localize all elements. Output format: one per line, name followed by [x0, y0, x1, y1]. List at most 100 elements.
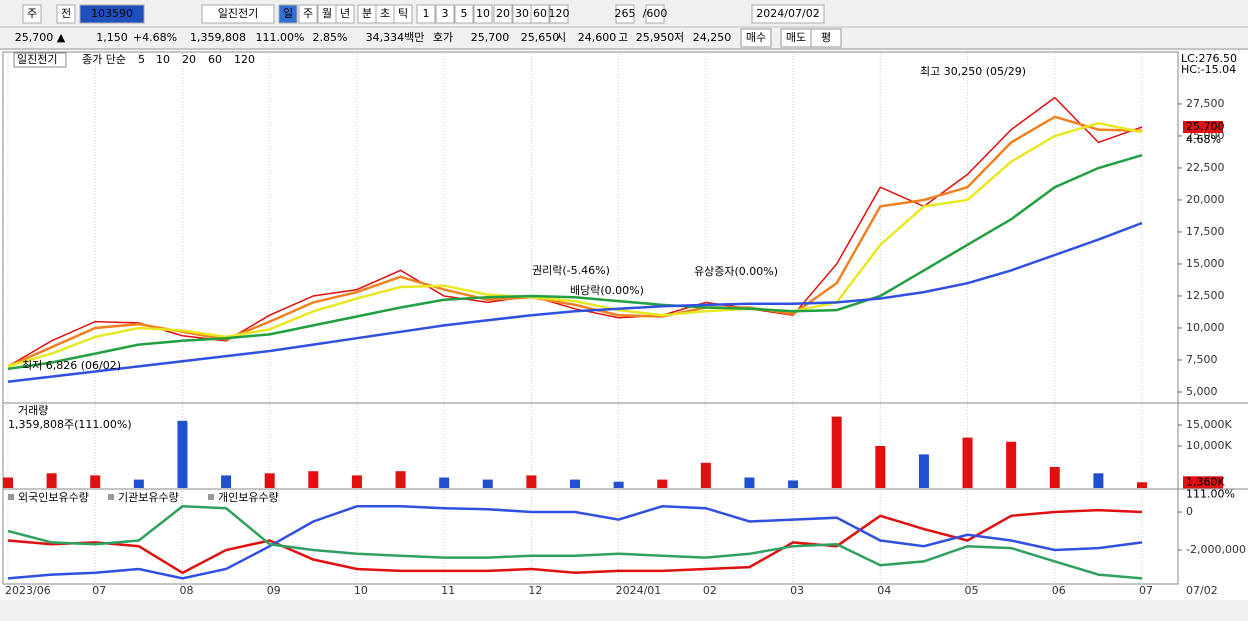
- order-button[interactable]: [810, 28, 842, 48]
- scrollbar[interactable]: [0, 600, 1248, 621]
- button[interactable]: [335, 4, 355, 24]
- button[interactable]: [493, 4, 513, 24]
- legend-entry: 5: [138, 53, 145, 66]
- quote-text[interactable]: 매도: [786, 31, 806, 44]
- volume-bar: [46, 473, 57, 488]
- x-tick-label: 03: [790, 584, 804, 597]
- button[interactable]: [393, 4, 413, 24]
- volume-bar: [613, 481, 624, 488]
- button[interactable]: [549, 4, 569, 24]
- button[interactable]: [416, 4, 436, 24]
- button[interactable]: [201, 4, 275, 24]
- quote-text[interactable]: 평: [821, 31, 831, 44]
- legend-swatch: [8, 494, 14, 500]
- volume-tag: [1183, 476, 1223, 489]
- legend-title: 종가 단순: [82, 53, 126, 66]
- volume-bar: [439, 477, 450, 488]
- y-tick-label: 12,500: [1186, 289, 1225, 302]
- button[interactable]: [473, 4, 493, 24]
- button[interactable]: [298, 4, 318, 24]
- y-tick-label: 20,000: [1186, 193, 1225, 206]
- button[interactable]: [645, 4, 665, 24]
- volume-bar: [395, 471, 406, 488]
- toolbar-text[interactable]: 60: [533, 7, 547, 20]
- legend-entry: 개인보유수량: [218, 491, 279, 504]
- volume-bar: [570, 479, 580, 488]
- toolbar-text[interactable]: 일: [283, 6, 293, 20]
- y-tick-label: 0: [1186, 505, 1193, 518]
- toolbar-text[interactable]: 30: [515, 7, 529, 20]
- volume-bar: [700, 462, 711, 488]
- toolbar-text[interactable]: 월: [322, 7, 332, 20]
- legend-entry: 기관보유수량: [118, 491, 179, 504]
- order-button[interactable]: [740, 28, 772, 48]
- volume-bar: [1093, 473, 1104, 488]
- y-tick-label: 22,500: [1186, 161, 1225, 174]
- button[interactable]: [615, 4, 635, 24]
- x-tick-label: 12: [528, 584, 542, 597]
- legend-entry: 60: [208, 53, 222, 66]
- x-tick-label: 07: [92, 584, 106, 597]
- toolbar-text[interactable]: 틱: [398, 7, 408, 20]
- toolbar-text[interactable]: 주: [303, 7, 313, 20]
- x-tick-label: 11: [441, 584, 455, 597]
- button[interactable]: [454, 4, 474, 24]
- price-tag: [1183, 120, 1223, 133]
- x-tick-label: 2023/06: [5, 584, 51, 597]
- y-tick-label: 15,000K: [1186, 418, 1232, 431]
- panel-title: 거래량: [18, 404, 48, 417]
- volume-bar: [482, 479, 493, 488]
- toolbar-text[interactable]: 3: [442, 7, 449, 20]
- series-line: [7, 121, 1143, 368]
- button[interactable]: [79, 4, 145, 24]
- toolbar-text[interactable]: 일진전기: [218, 6, 258, 20]
- quote-text: 25,700 ▲: [15, 31, 66, 44]
- volume-bar: [351, 475, 362, 488]
- toolbar-text[interactable]: 20: [496, 7, 510, 20]
- volume-bar: [744, 477, 755, 488]
- toolbar-text[interactable]: 120: [549, 7, 570, 20]
- quote-text: 고: [618, 31, 628, 44]
- y-tick-label: 17,500: [1186, 225, 1225, 238]
- volume-bar: [133, 479, 144, 488]
- series-line: [7, 96, 1143, 368]
- button[interactable]: [530, 4, 550, 24]
- toolbar-text[interactable]: 10: [476, 7, 490, 20]
- toolbar-text[interactable]: 년: [340, 7, 350, 20]
- price-tag-label: 25,700: [1186, 120, 1225, 133]
- toolbar-text[interactable]: 1: [423, 7, 430, 20]
- y-tick-label: -2,000,000: [1186, 543, 1246, 556]
- volume-bar: [918, 454, 929, 488]
- toolbar-text[interactable]: 초: [380, 7, 390, 20]
- toolbar-text[interactable]: 2024/07/02: [756, 7, 819, 20]
- volume-bar: [177, 420, 188, 488]
- toolbar-text[interactable]: 5: [461, 7, 468, 20]
- toolbar-text[interactable]: 전: [61, 7, 71, 20]
- volume-bar: [1137, 482, 1147, 488]
- volume-bar: [90, 475, 101, 488]
- quote-text: 호가: [433, 31, 453, 44]
- quote-text: 24,250: [693, 31, 732, 44]
- volume-tag-label: 1,360K: [1186, 475, 1225, 488]
- toolbar-text[interactable]: 265: [615, 7, 636, 20]
- quote-text[interactable]: 매수: [746, 31, 766, 44]
- button[interactable]: [435, 4, 455, 24]
- volume-bar: [1049, 467, 1060, 488]
- y-tick-label: 27,500: [1186, 97, 1225, 110]
- toolbar-text[interactable]: /600: [643, 7, 668, 20]
- toolbar-text[interactable]: 분: [362, 7, 372, 20]
- button[interactable]: [22, 4, 42, 24]
- quote-text: +4.68%: [133, 31, 177, 44]
- series-line: [7, 505, 1143, 580]
- quote-text: 저: [674, 31, 684, 44]
- y-tick-label: 5,000: [1186, 385, 1218, 398]
- toolbar-text[interactable]: 주: [27, 7, 37, 20]
- button[interactable]: [56, 4, 76, 24]
- button[interactable]: [751, 4, 825, 24]
- button[interactable]: [278, 4, 298, 24]
- volume-bar: [1006, 441, 1017, 488]
- toolbar-text[interactable]: 103590: [91, 7, 133, 20]
- quote-text: 1,359,808: [190, 31, 246, 44]
- scroll-date: 07/02: [1186, 584, 1218, 597]
